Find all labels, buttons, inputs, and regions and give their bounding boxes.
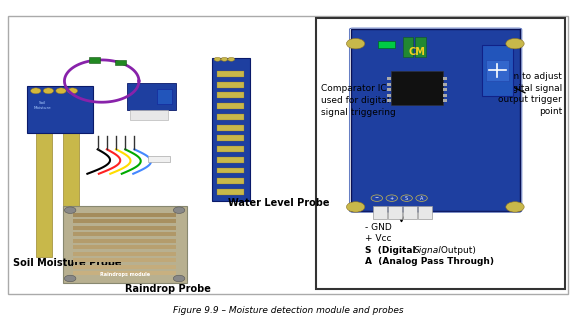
- Circle shape: [214, 57, 221, 61]
- Text: CM: CM: [408, 47, 426, 57]
- Bar: [73, 219, 176, 223]
- Circle shape: [386, 195, 397, 201]
- Bar: [8, 16, 568, 294]
- Bar: [27, 86, 93, 133]
- Bar: [73, 232, 176, 236]
- Bar: [386, 94, 391, 97]
- Circle shape: [43, 88, 54, 94]
- Circle shape: [173, 207, 185, 214]
- Text: Raindrop Probe: Raindrop Probe: [124, 284, 210, 294]
- Bar: [316, 18, 565, 289]
- Text: S: S: [405, 195, 408, 201]
- Circle shape: [347, 202, 365, 212]
- Text: Output): Output): [438, 246, 476, 255]
- Bar: [73, 252, 176, 256]
- Circle shape: [506, 202, 524, 212]
- Bar: [89, 57, 100, 63]
- Bar: [373, 206, 387, 219]
- Bar: [217, 103, 244, 109]
- Circle shape: [401, 195, 412, 201]
- Bar: [386, 99, 391, 102]
- Text: Comparator IC
used for digital
signal triggering: Comparator IC used for digital signal tr…: [321, 84, 396, 117]
- Bar: [418, 206, 432, 219]
- Text: Signal: Signal: [414, 246, 442, 255]
- Bar: [391, 71, 443, 106]
- Bar: [443, 99, 448, 102]
- Text: Soil Moisture Probe: Soil Moisture Probe: [13, 258, 122, 268]
- Bar: [217, 92, 244, 98]
- Bar: [213, 58, 249, 201]
- Circle shape: [65, 275, 76, 282]
- Text: + Vcc: + Vcc: [365, 234, 392, 243]
- Bar: [217, 178, 244, 184]
- Bar: [217, 189, 244, 195]
- Bar: [63, 206, 187, 283]
- Bar: [443, 88, 448, 91]
- Bar: [217, 71, 244, 77]
- Bar: [147, 156, 170, 162]
- Bar: [73, 258, 176, 262]
- Bar: [73, 265, 176, 269]
- Circle shape: [371, 195, 382, 201]
- Circle shape: [56, 88, 66, 94]
- Text: S  (Digital: S (Digital: [365, 246, 419, 255]
- Bar: [130, 110, 168, 120]
- Bar: [386, 77, 391, 80]
- Bar: [386, 88, 391, 91]
- Bar: [63, 132, 79, 257]
- Circle shape: [347, 38, 365, 49]
- Bar: [217, 168, 244, 174]
- Circle shape: [65, 207, 76, 214]
- Bar: [217, 114, 244, 120]
- Circle shape: [67, 88, 78, 94]
- Bar: [403, 37, 413, 57]
- Text: Raindrops module: Raindrops module: [100, 272, 150, 277]
- Bar: [73, 245, 176, 249]
- Text: A  (Analog Pass Through): A (Analog Pass Through): [365, 257, 494, 266]
- Circle shape: [221, 57, 228, 61]
- Bar: [217, 135, 244, 141]
- Text: A: A: [420, 195, 423, 201]
- Bar: [486, 60, 509, 81]
- Bar: [73, 226, 176, 230]
- Bar: [378, 41, 395, 48]
- Text: −: −: [375, 195, 379, 201]
- Bar: [443, 94, 448, 97]
- Text: Soil
Moisture: Soil Moisture: [34, 101, 51, 110]
- Bar: [415, 37, 426, 57]
- Bar: [73, 239, 176, 243]
- Bar: [443, 83, 448, 86]
- Bar: [127, 83, 176, 110]
- Circle shape: [31, 88, 41, 94]
- Text: - GND: - GND: [365, 223, 392, 232]
- Bar: [443, 77, 448, 80]
- Bar: [388, 206, 402, 219]
- Bar: [217, 125, 244, 131]
- Bar: [217, 157, 244, 163]
- Text: Figure 9.9 – Moisture detection module and probes: Figure 9.9 – Moisture detection module a…: [173, 306, 403, 315]
- Bar: [157, 89, 172, 104]
- Bar: [217, 82, 244, 88]
- Bar: [73, 213, 176, 217]
- Bar: [217, 146, 244, 152]
- Bar: [115, 60, 126, 65]
- Text: Trim to adjust
digital signal
output trigger
point: Trim to adjust digital signal output tri…: [498, 72, 562, 116]
- Text: Water Level Probe: Water Level Probe: [228, 198, 329, 208]
- Circle shape: [228, 57, 234, 61]
- Circle shape: [506, 38, 524, 49]
- Bar: [351, 29, 520, 211]
- Bar: [386, 83, 391, 86]
- Bar: [36, 132, 52, 257]
- Circle shape: [416, 195, 427, 201]
- Bar: [403, 206, 417, 219]
- Bar: [73, 271, 176, 275]
- Bar: [482, 45, 513, 96]
- Circle shape: [173, 275, 185, 282]
- Text: +: +: [390, 195, 394, 201]
